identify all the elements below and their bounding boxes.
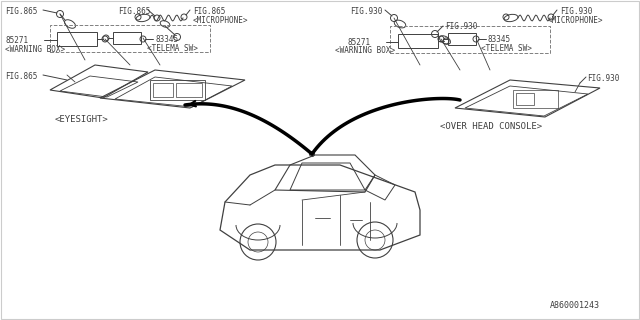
Bar (57, 32, 97, 46)
Text: FIG.865: FIG.865 (5, 7, 37, 16)
Text: FIG.865: FIG.865 (193, 7, 225, 16)
Text: 83345: 83345 (155, 35, 178, 44)
Text: FIG.865: FIG.865 (5, 72, 37, 81)
Text: <OVER HEAD CONSOLE>: <OVER HEAD CONSOLE> (440, 122, 542, 131)
Text: <MICROPHONE>: <MICROPHONE> (193, 16, 248, 25)
Text: <TELEMA SW>: <TELEMA SW> (481, 44, 532, 53)
Text: FIG.930: FIG.930 (587, 74, 620, 83)
Text: <TELEMA SW>: <TELEMA SW> (147, 44, 198, 53)
Bar (398, 34, 438, 48)
Text: <WARNING BOX>: <WARNING BOX> (335, 46, 395, 55)
Text: A860001243: A860001243 (550, 301, 600, 310)
Text: FIG.865: FIG.865 (118, 7, 150, 16)
Text: <EYESIGHT>: <EYESIGHT> (55, 115, 109, 124)
Text: <WARNING BOX>: <WARNING BOX> (5, 45, 65, 54)
Text: <MICROPHONE>: <MICROPHONE> (548, 16, 604, 25)
Text: FIG.930: FIG.930 (560, 7, 593, 16)
Bar (150, 80, 205, 100)
Text: 85271: 85271 (5, 36, 28, 45)
Bar (153, 83, 173, 97)
Text: 83345: 83345 (488, 35, 511, 44)
Text: FIG.930: FIG.930 (350, 7, 382, 16)
Text: FIG.930: FIG.930 (445, 22, 477, 31)
Bar (176, 83, 202, 97)
Bar (516, 93, 534, 105)
Text: 85271: 85271 (348, 38, 371, 47)
Bar (513, 90, 558, 108)
